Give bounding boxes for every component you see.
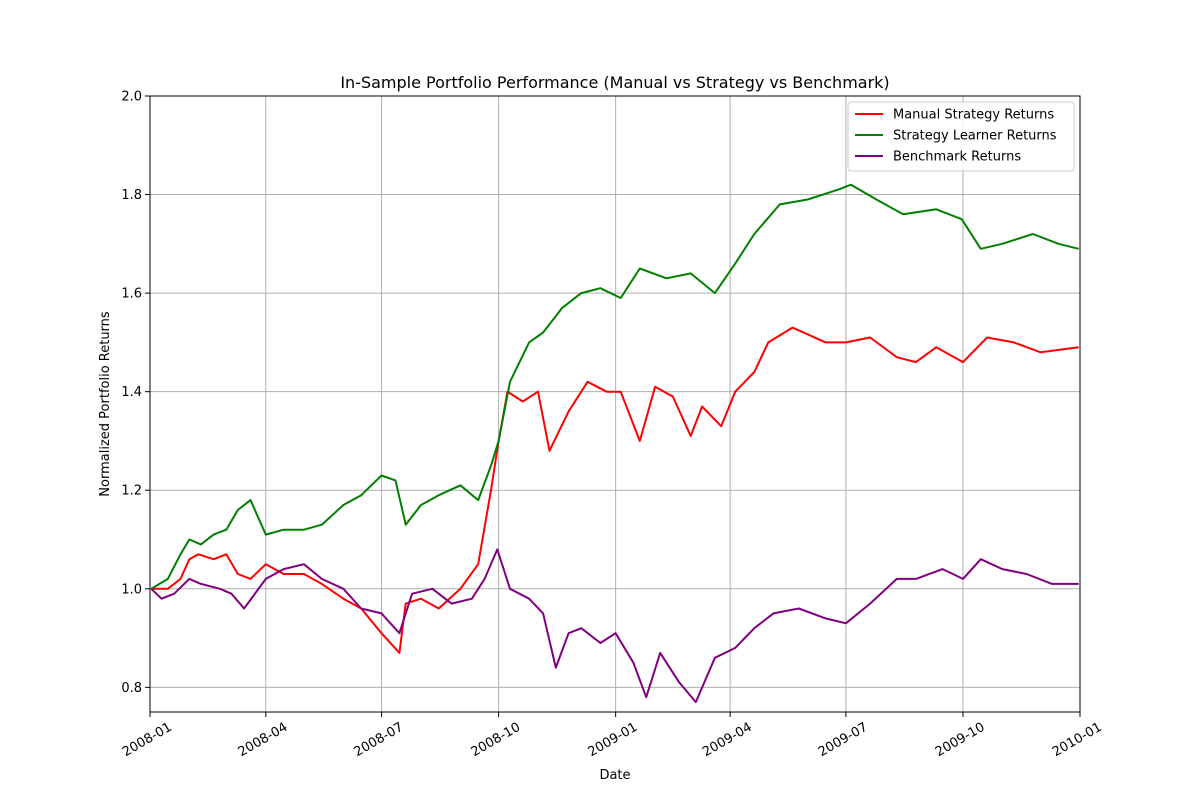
y-tick-label: 1.2 [121, 484, 142, 499]
legend: Manual Strategy Returns Strategy Learner … [847, 101, 1075, 172]
legend-label-0: Manual Strategy Returns [893, 108, 1054, 123]
series-line-0 [151, 326, 1079, 654]
y-tick-label: 2.0 [121, 90, 142, 105]
y-axis-label: Normalized Portfolio Returns [98, 311, 113, 497]
x-axis-label: Date [599, 768, 630, 783]
y-tick-label: 1.4 [121, 385, 142, 400]
y-tick-label: 1.0 [121, 582, 142, 597]
legend-label-2: Benchmark Returns [893, 150, 1021, 165]
y-tick-label: 0.8 [121, 681, 142, 696]
legend-box [847, 101, 1075, 172]
series-lines [150, 183, 1079, 704]
legend-label-1: Strategy Learner Returns [893, 129, 1057, 144]
y-tick-label: 1.6 [121, 287, 142, 302]
series-line-1 [150, 183, 1079, 590]
chart-title: In-Sample Portfolio Performance (Manual … [340, 73, 889, 92]
plot-frame [149, 95, 1081, 713]
series-line-2 [150, 548, 1079, 704]
y-tick-label: 1.8 [121, 188, 142, 203]
